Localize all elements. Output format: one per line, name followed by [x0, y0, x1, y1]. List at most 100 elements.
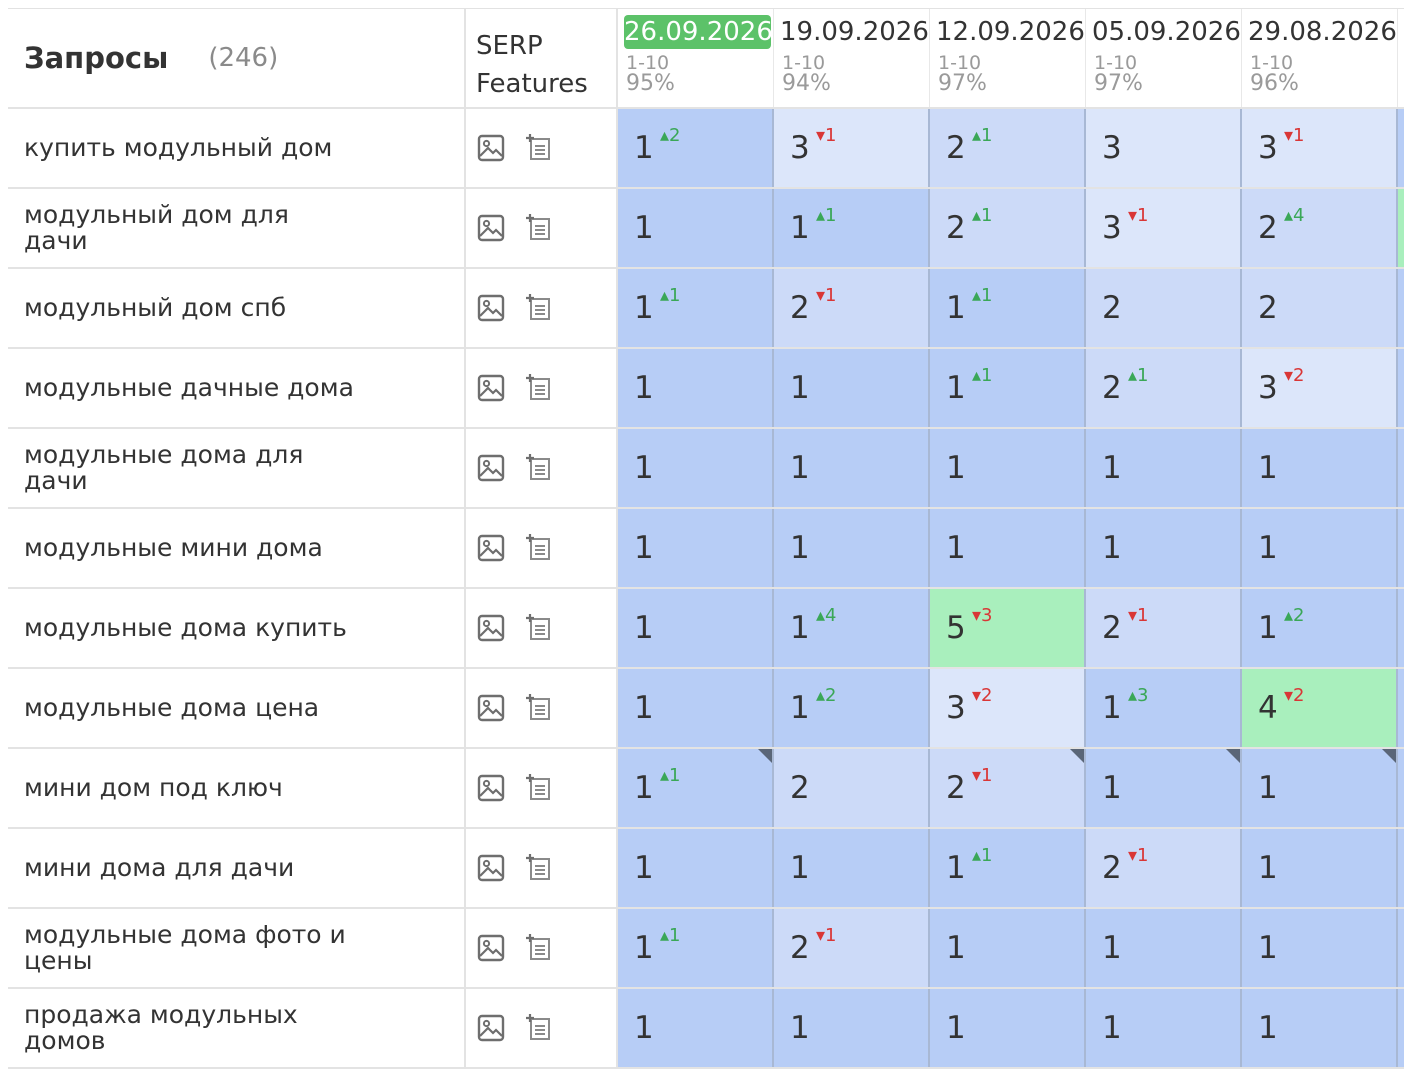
image-icon[interactable] — [476, 453, 506, 483]
add-snippet-icon[interactable] — [524, 933, 554, 963]
position-cell[interactable]: 1 ▴3 — [1086, 669, 1242, 747]
position-cell[interactable]: 2 ▴1 — [930, 109, 1086, 187]
image-icon[interactable] — [476, 693, 506, 723]
position-cell[interactable]: 1 — [1242, 909, 1398, 987]
image-icon[interactable] — [476, 213, 506, 243]
position-cell[interactable]: 1 ▴1 — [930, 829, 1086, 907]
position-cell[interactable]: 3 ▾1 — [1242, 109, 1398, 187]
position-cell[interactable]: 1 — [774, 429, 930, 507]
query-cell[interactable]: модульные дома фото и цены — [8, 909, 466, 987]
position-cell[interactable]: 1 — [618, 189, 774, 267]
queries-header[interactable]: Запросы (246) — [8, 9, 466, 107]
note-corner-icon[interactable] — [1382, 749, 1396, 763]
position-cell[interactable]: 1 ▴1 — [930, 269, 1086, 347]
add-snippet-icon[interactable] — [524, 1013, 554, 1043]
position-cell[interactable]: 1 ▴1 — [930, 349, 1086, 427]
position-cell[interactable]: 1 ▴1 — [618, 269, 774, 347]
date-column-header[interactable]: 19.09.2026 1-10 94% — [774, 9, 930, 107]
position-cell[interactable]: 1 — [930, 989, 1086, 1067]
query-cell[interactable]: продажа модульных домов — [8, 989, 466, 1067]
position-cell[interactable]: 3 ▾1 — [774, 109, 930, 187]
position-cell[interactable]: 1 — [1242, 749, 1398, 827]
position-cell[interactable]: 1 — [930, 509, 1086, 587]
image-icon[interactable] — [476, 293, 506, 323]
position-cell[interactable]: 2 — [774, 749, 930, 827]
position-cell[interactable]: 3 — [1086, 109, 1242, 187]
position-cell[interactable]: 1 — [618, 589, 774, 667]
position-cell[interactable]: 1 — [774, 829, 930, 907]
position-cell[interactable]: 2 ▴4 — [1242, 189, 1398, 267]
note-corner-icon[interactable] — [758, 749, 772, 763]
position-cell[interactable]: 1 ▴4 — [774, 589, 930, 667]
position-cell[interactable]: 1 — [1086, 429, 1242, 507]
position-cell[interactable]: 1 ▴1 — [774, 189, 930, 267]
position-cell[interactable]: 1 — [930, 909, 1086, 987]
note-corner-icon[interactable] — [1070, 749, 1084, 763]
query-cell[interactable]: модульный дом спб — [8, 269, 466, 347]
position-cell[interactable]: 2 ▴1 — [1086, 349, 1242, 427]
add-snippet-icon[interactable] — [524, 213, 554, 243]
date-column-header[interactable]: 12.09.2026 1-10 97% — [930, 9, 1086, 107]
query-cell[interactable]: модульный дом для дачи — [8, 189, 466, 267]
add-snippet-icon[interactable] — [524, 453, 554, 483]
position-cell[interactable]: 1 ▴2 — [618, 109, 774, 187]
add-snippet-icon[interactable] — [524, 613, 554, 643]
position-cell[interactable]: 3 ▾2 — [1242, 349, 1398, 427]
date-column-header[interactable]: 05.09.2026 1-10 97% — [1086, 9, 1242, 107]
position-cell[interactable]: 2 ▴1 — [930, 189, 1086, 267]
position-cell[interactable]: 1 — [1242, 829, 1398, 907]
position-cell[interactable]: 1 ▴1 — [618, 749, 774, 827]
query-cell[interactable]: купить модульный дом — [8, 109, 466, 187]
position-cell[interactable]: 4 ▾2 — [1242, 669, 1398, 747]
query-cell[interactable]: модульные дома для дачи — [8, 429, 466, 507]
date-column-header[interactable]: 29.08.2026 1-10 96% — [1242, 9, 1398, 107]
image-icon[interactable] — [476, 373, 506, 403]
position-cell[interactable]: 1 — [774, 989, 930, 1067]
query-cell[interactable]: модульные мини дома — [8, 509, 466, 587]
position-cell[interactable]: 1 — [1242, 429, 1398, 507]
position-cell[interactable]: 1 — [1242, 989, 1398, 1067]
add-snippet-icon[interactable] — [524, 373, 554, 403]
image-icon[interactable] — [476, 933, 506, 963]
image-icon[interactable] — [476, 533, 506, 563]
position-cell[interactable]: 1 — [618, 509, 774, 587]
position-cell[interactable]: 1 ▴1 — [618, 909, 774, 987]
note-corner-icon[interactable] — [1226, 749, 1240, 763]
position-cell[interactable]: 1 — [1086, 749, 1242, 827]
position-cell[interactable]: 1 — [618, 989, 774, 1067]
position-cell[interactable]: 1 — [618, 429, 774, 507]
query-cell[interactable]: модульные дачные дома — [8, 349, 466, 427]
position-cell[interactable]: 1 — [618, 349, 774, 427]
position-cell[interactable]: 2 ▾1 — [774, 909, 930, 987]
add-snippet-icon[interactable] — [524, 133, 554, 163]
position-cell[interactable]: 2 ▾1 — [774, 269, 930, 347]
query-cell[interactable]: модульные дома купить — [8, 589, 466, 667]
position-cell[interactable]: 5 ▾3 — [930, 589, 1086, 667]
image-icon[interactable] — [476, 773, 506, 803]
position-cell[interactable]: 1 — [1242, 509, 1398, 587]
date-column-header[interactable]: 26.09.2026 1-10 95% — [618, 9, 774, 107]
position-cell[interactable]: 1 — [1086, 509, 1242, 587]
query-cell[interactable]: модульные дома цена — [8, 669, 466, 747]
position-cell[interactable]: 2 ▾1 — [1086, 589, 1242, 667]
position-cell[interactable]: 1 ▴2 — [774, 669, 930, 747]
image-icon[interactable] — [476, 133, 506, 163]
position-cell[interactable]: 1 — [774, 349, 930, 427]
image-icon[interactable] — [476, 853, 506, 883]
query-cell[interactable]: мини дом под ключ — [8, 749, 466, 827]
position-cell[interactable]: 1 — [618, 829, 774, 907]
image-icon[interactable] — [476, 1013, 506, 1043]
position-cell[interactable]: 1 ▴2 — [1242, 589, 1398, 667]
position-cell[interactable]: 2 ▾1 — [930, 749, 1086, 827]
position-cell[interactable]: 3 ▾2 — [930, 669, 1086, 747]
add-snippet-icon[interactable] — [524, 853, 554, 883]
image-icon[interactable] — [476, 613, 506, 643]
position-cell[interactable]: 1 — [1086, 909, 1242, 987]
position-cell[interactable]: 1 — [930, 429, 1086, 507]
position-cell[interactable]: 2 ▾1 — [1086, 829, 1242, 907]
position-cell[interactable]: 2 — [1086, 269, 1242, 347]
position-cell[interactable]: 3 ▾1 — [1086, 189, 1242, 267]
add-snippet-icon[interactable] — [524, 533, 554, 563]
add-snippet-icon[interactable] — [524, 773, 554, 803]
position-cell[interactable]: 1 — [618, 669, 774, 747]
